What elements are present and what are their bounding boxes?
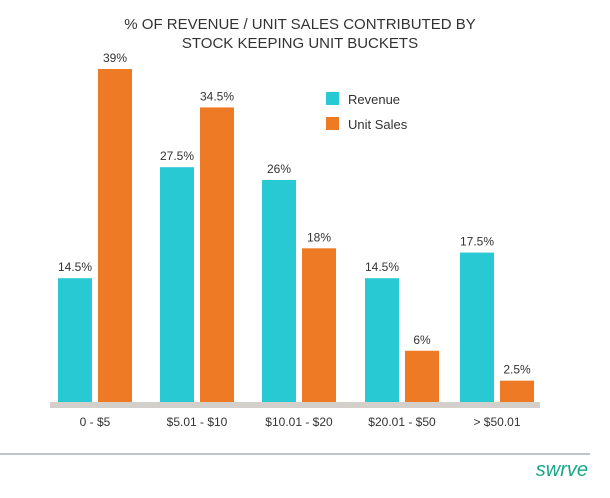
data-label-revenue: 14.5% xyxy=(58,260,92,274)
bar-unit-sales xyxy=(302,248,336,402)
bar-unit-sales xyxy=(500,380,534,402)
data-label-unit-sales: 34.5% xyxy=(200,89,234,103)
x-tick-label: 0 - $5 xyxy=(80,415,111,429)
legend-swatch-revenue xyxy=(326,92,339,105)
data-label-revenue: 26% xyxy=(267,162,291,176)
bar-revenue xyxy=(262,180,296,402)
legend-label-revenue: Revenue xyxy=(348,92,400,107)
bar-unit-sales xyxy=(405,350,439,402)
bar-revenue xyxy=(58,278,92,402)
x-axis-baseline xyxy=(50,402,540,408)
swrve-logo: swrve xyxy=(536,459,588,481)
x-tick-label: $20.01 - $50 xyxy=(368,415,436,429)
bar-revenue xyxy=(365,278,399,402)
x-tick-label: > $50.01 xyxy=(473,415,520,429)
x-tick-label: $10.01 - $20 xyxy=(265,415,333,429)
bar-unit-sales xyxy=(200,107,234,402)
bar-revenue xyxy=(460,252,494,402)
data-label-revenue: 27.5% xyxy=(160,149,194,163)
legend: Revenue Unit Sales xyxy=(326,92,408,132)
data-label-revenue: 17.5% xyxy=(460,235,494,249)
data-label-unit-sales: 39% xyxy=(103,51,127,65)
data-label-unit-sales: 6% xyxy=(413,333,431,347)
data-label-unit-sales: 2.5% xyxy=(503,363,531,377)
bar-revenue xyxy=(160,167,194,402)
bar-unit-sales xyxy=(98,69,132,402)
legend-swatch-unit-sales xyxy=(326,117,339,130)
data-label-unit-sales: 18% xyxy=(307,230,331,244)
chart-title-line-1: % OF REVENUE / UNIT SALES CONTRIBUTED BY xyxy=(124,16,475,33)
chart-title-line-2: STOCK KEEPING UNIT BUCKETS xyxy=(182,35,418,52)
x-tick-label: $5.01 - $10 xyxy=(167,415,228,429)
data-label-revenue: 14.5% xyxy=(365,260,399,274)
legend-label-unit-sales: Unit Sales xyxy=(348,117,408,132)
